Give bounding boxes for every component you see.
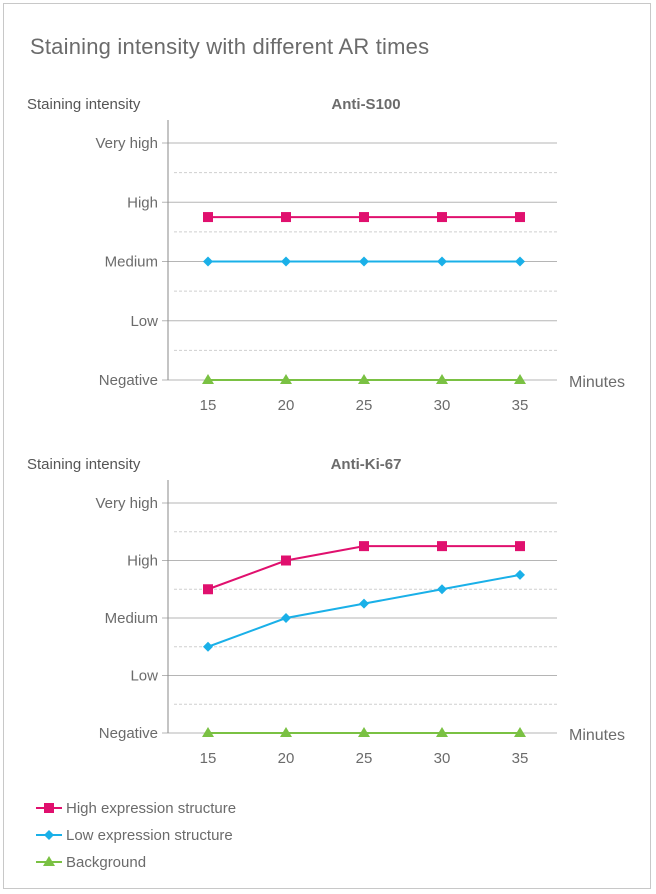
data-point bbox=[514, 727, 526, 737]
y-tick-label: Very high bbox=[95, 495, 158, 512]
data-point bbox=[359, 256, 369, 267]
data-point bbox=[202, 374, 214, 384]
data-point bbox=[359, 541, 369, 552]
data-point bbox=[203, 212, 213, 223]
data-point bbox=[280, 727, 292, 737]
legend-label: Background bbox=[66, 854, 146, 871]
y-tick-label: Negative bbox=[99, 725, 158, 742]
y-tick-label: Medium bbox=[105, 254, 158, 271]
data-point bbox=[515, 569, 525, 580]
figure-frame bbox=[3, 3, 651, 889]
legend: High expression structure Low expression … bbox=[36, 800, 236, 871]
data-point bbox=[203, 256, 213, 267]
y-axis-title: Staining intensity bbox=[27, 96, 141, 113]
series-background bbox=[202, 374, 526, 384]
data-point bbox=[436, 374, 448, 384]
y-tick-label: Low bbox=[130, 313, 158, 330]
data-point bbox=[359, 212, 369, 223]
data-point bbox=[202, 727, 214, 737]
chart-title: Anti-Ki-67 bbox=[331, 456, 402, 473]
data-point bbox=[281, 613, 291, 623]
chart-panel-1: Staining intensity Anti-S100 Negative Low Me… bbox=[27, 96, 625, 414]
data-point bbox=[514, 374, 526, 384]
x-tick-label: 30 bbox=[434, 397, 451, 414]
legend-label: Low expression structure bbox=[66, 827, 233, 844]
data-point bbox=[281, 212, 291, 223]
data-point bbox=[437, 584, 447, 595]
legend-marker bbox=[43, 856, 55, 866]
series-high bbox=[203, 541, 525, 595]
data-point bbox=[281, 256, 291, 267]
x-tick-label: 20 bbox=[278, 750, 295, 767]
chart-panel-2: Staining intensity Anti-Ki-67 Negative Low M… bbox=[27, 456, 625, 767]
page-title: Staining intensity with different AR tim… bbox=[30, 34, 430, 59]
data-point bbox=[515, 541, 525, 552]
data-point bbox=[281, 555, 291, 566]
x-tick-label: 25 bbox=[356, 750, 373, 767]
x-axis-title: Minutes bbox=[569, 727, 625, 744]
y-tick-label: High bbox=[127, 194, 158, 211]
data-point bbox=[358, 727, 370, 737]
legend-marker bbox=[44, 803, 54, 813]
x-axis-title: Minutes bbox=[569, 374, 625, 391]
data-point bbox=[437, 256, 447, 267]
y-tick-label: High bbox=[127, 553, 158, 570]
data-point bbox=[436, 727, 448, 737]
series-low bbox=[203, 256, 525, 267]
series-high bbox=[203, 212, 525, 223]
data-point bbox=[203, 641, 213, 652]
series-line bbox=[207, 573, 521, 648]
data-point bbox=[437, 541, 447, 552]
series-low bbox=[203, 569, 525, 652]
data-point bbox=[437, 212, 447, 223]
legend-label: High expression structure bbox=[66, 800, 236, 817]
y-tick-label: Very high bbox=[95, 135, 158, 152]
y-tick-label: Low bbox=[130, 668, 158, 685]
data-point bbox=[280, 374, 292, 384]
x-tick-label: 35 bbox=[512, 397, 529, 414]
x-tick-label: 30 bbox=[434, 750, 451, 767]
x-tick-label: 20 bbox=[278, 397, 295, 414]
series-background bbox=[202, 727, 526, 737]
data-point bbox=[359, 598, 369, 609]
data-point bbox=[203, 584, 213, 595]
x-tick-label: 25 bbox=[356, 397, 373, 414]
data-point bbox=[358, 374, 370, 384]
x-tick-label: 35 bbox=[512, 750, 529, 767]
y-axis-title: Staining intensity bbox=[27, 456, 141, 473]
y-tick-label: Negative bbox=[99, 372, 158, 389]
x-tick-label: 15 bbox=[200, 397, 217, 414]
legend-marker bbox=[44, 830, 54, 840]
x-tick-label: 15 bbox=[200, 750, 217, 767]
y-tick-label: Medium bbox=[105, 610, 158, 627]
data-point bbox=[515, 256, 525, 267]
data-point bbox=[515, 212, 525, 223]
chart-title: Anti-S100 bbox=[331, 96, 400, 113]
